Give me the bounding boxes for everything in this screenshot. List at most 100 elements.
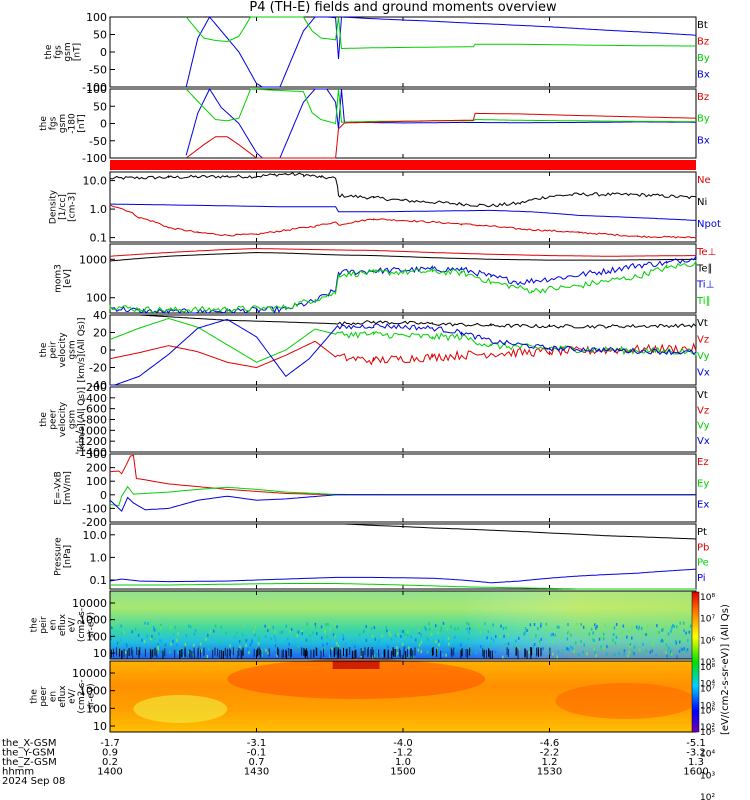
ylabel-line: eflux [58,685,68,708]
y-tick-label: 0 [100,46,107,59]
spectrogram-cell [190,625,192,629]
spectrogram-cell [662,639,664,643]
spectrogram-cell [386,629,388,633]
spectrogram-cell [524,631,526,635]
spectrogram-cell [467,637,469,641]
spectrogram-cell [160,623,162,627]
spectrogram-cell [159,650,162,654]
spectrogram-cell [540,622,542,626]
peir-velocity-ylabel: the peir velocity gsm [km/s](All Qs)] [39,317,87,382]
spectrogram-cell [256,650,257,658]
spectrogram-cell [335,647,337,656]
y-tick-label: 100 [86,702,107,715]
ylabel-line: Density [49,189,59,224]
spectrogram-cell [438,643,440,647]
ylabel-line: the [39,116,49,131]
spectrogram-cell [533,623,536,626]
spectrogram-cell [504,643,507,647]
spectrogram-cell [583,643,585,647]
spectrogram-cell [209,630,212,634]
spectrogram-cell [651,649,653,653]
ylabel-line: [eV] [63,269,73,288]
spectrogram-cell [164,648,166,657]
spectrogram-cell [681,648,683,652]
ylabel-line: velocity [58,332,68,368]
spectrogram-cell [442,653,444,657]
spectrogram-cell [633,652,635,656]
spectrogram-cell [517,650,519,659]
spectrogram-cell [494,650,497,654]
spectrogram-cell [640,626,643,630]
spectrogram-cell [683,629,685,633]
ylabel-line: fgs [53,45,63,59]
spectrogram-cell [376,641,379,645]
spectrogram-cell [138,649,140,658]
spectrogram-cell [482,648,484,657]
spectrogram-cell [177,632,179,636]
spectrogram-cell [484,649,485,658]
spectrogram-cell [601,636,603,640]
spectrogram-cell [642,642,644,646]
spectrogram-cell [546,628,548,632]
spectrogram-cell [404,632,406,636]
spectrogram-cell [238,647,240,656]
spectrogram-cell [580,640,582,643]
ylabel-line: [km/s](All Qs)] [77,317,87,382]
spectrogram-cell [433,640,435,644]
spectrogram-cell [301,647,303,656]
spectrogram-cell [689,624,692,628]
spectrogram-cell [260,650,262,658]
spectrogram-cell [526,650,528,659]
spectrogram-cell [120,624,122,628]
spectrogram-cell [401,642,404,646]
spectrogram-cell [603,632,605,636]
spectrogram-cell [181,649,183,657]
temperature-series-black-line [109,251,696,262]
spectrogram-cell [306,650,308,659]
spectrogram-cell [586,652,588,656]
spectrogram-cell [660,639,662,643]
y-tick-label: 0.1 [90,574,108,587]
spectrogram-cell [206,655,209,658]
spectrogram-cell [258,638,260,642]
spectrogram-cell [424,626,426,630]
spectrogram-cell [144,648,146,657]
spectrogram-cell [354,645,356,648]
spectrogram-cell [446,627,449,631]
pressure-frame [109,523,697,590]
spectrogram-cell [225,631,227,635]
spectrogram-cell [177,647,180,651]
y-tick-label: -200 [82,516,107,529]
x-axis: the_X-GSM -1.7 -3.1 -4.0 -4.6 -5.1 the_Y-GSM 0.… [2,738,709,787]
y-tick-label: -50 [89,135,107,148]
spectrogram-cell [202,645,205,649]
spectrogram-cell [667,649,669,653]
spectrogram-cell [229,648,231,657]
spectrogram-cell [593,639,595,642]
spectrogram-cell [332,653,334,657]
spectrogram-cell [530,647,531,655]
spectrogram-cell [136,647,138,656]
spectrogram-cell [192,652,195,656]
x-tick-label: -1.7 [100,738,120,749]
spectrogram-cell [524,649,526,658]
spectrogram-cell [627,630,630,634]
spectrogram-cell [536,647,538,656]
x-tick-label: -0.1 [247,748,267,759]
spectrogram-cell [420,650,423,654]
spectrogram-cell [631,626,633,630]
spectrogram-cell [251,638,253,642]
ylabel-line: Pressure [53,537,63,576]
spectrogram-cell [531,634,534,638]
spectrogram-cell [240,639,243,643]
efield-frame [109,453,697,523]
spectrogram-cell [305,638,308,642]
colorbar-tick-label: 10³ [700,771,715,781]
spectrogram-cell [492,623,494,627]
spectrogram-cell [394,649,396,657]
spectrogram-cell [179,650,181,659]
spectrogram-cell [324,630,326,634]
spectrogram-cell [304,650,306,658]
peir-velocity-series-red-line [109,340,697,369]
spectrogram-cell [395,649,396,657]
